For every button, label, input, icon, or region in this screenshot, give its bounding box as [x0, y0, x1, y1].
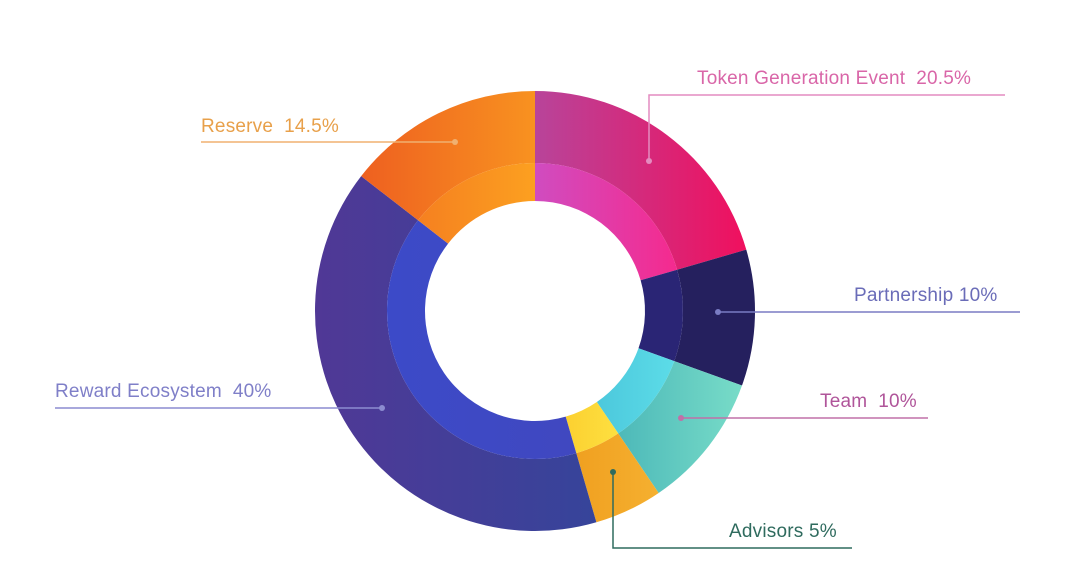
leader-dot-reward-ecosystem — [379, 405, 385, 411]
slice-token-generation-event-outer — [535, 91, 747, 270]
slice-value-text: 10% — [958, 285, 998, 306]
slice-value-text: 20.5% — [916, 68, 972, 89]
slice-partnership-inner — [638, 269, 683, 362]
slice-label-text: Reward Ecosystem — [55, 381, 222, 402]
slice-label-text: Partnership — [854, 285, 954, 306]
slice-team-outer — [618, 361, 742, 493]
leader-line-token-generation-event — [648, 94, 1005, 161]
slice-label-text: Token Generation Event — [697, 68, 906, 89]
label-token-generation-event: Token Generation Event 20.5% — [697, 68, 971, 90]
leader-dot-token-generation-event — [646, 158, 652, 164]
slice-value-text: 40% — [232, 381, 272, 402]
slice-advisors-outer — [576, 433, 659, 523]
slice-reward-ecosystem-inner — [386, 220, 577, 460]
slice-token-generation-event-inner — [535, 163, 678, 281]
slice-label-text: Team — [820, 391, 868, 412]
label-team: Team 10% — [820, 391, 917, 413]
slice-reward-ecosystem-outer — [314, 176, 597, 531]
leader-dot-team — [678, 415, 684, 421]
slice-reserve-outer — [361, 91, 535, 221]
label-advisors: Advisors 5% — [729, 521, 837, 543]
leader-line-advisors — [612, 472, 852, 549]
label-reward-ecosystem: Reward Ecosystem 40% — [55, 381, 271, 403]
label-reserve: Reserve 14.5% — [201, 116, 339, 138]
slice-advisors-inner — [565, 401, 619, 454]
leader-dot-advisors — [610, 469, 616, 475]
slice-label-text: Reserve — [201, 116, 274, 137]
slice-value-text: 14.5% — [284, 116, 339, 137]
slice-partnership-outer — [674, 249, 755, 386]
slice-value-text: 10% — [878, 391, 917, 412]
slice-value-text: 5% — [808, 521, 837, 542]
label-partnership: Partnership 10% — [854, 285, 998, 307]
slice-reserve-inner — [418, 163, 535, 244]
slice-team-inner — [596, 348, 675, 434]
leader-dot-partnership — [715, 309, 721, 315]
leader-dot-reserve — [452, 139, 458, 145]
slice-label-text: Advisors — [729, 521, 804, 542]
